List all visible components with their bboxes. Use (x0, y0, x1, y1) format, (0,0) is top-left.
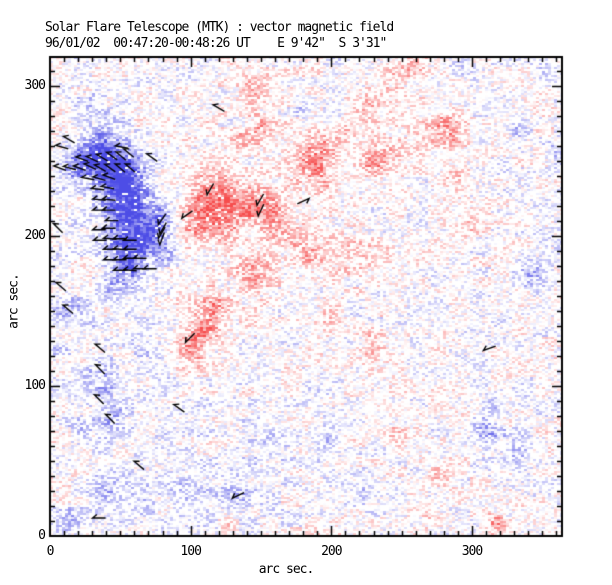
figure-subtitle: 96/01/02 00:47:20-00:48:26 UT E 9'42" S … (45, 36, 387, 51)
y-tick-label: 0 (38, 528, 46, 543)
x-tick-label: 300 (461, 544, 484, 559)
figure-title: Solar Flare Telescope (MTK) : vector mag… (45, 20, 394, 35)
y-tick-labels: 0 100 200 300 (0, 0, 46, 585)
x-tick-label: 100 (180, 544, 202, 559)
x-tick-label: 0 (46, 544, 55, 559)
y-tick-label: 200 (24, 227, 46, 243)
x-tick-label: 200 (321, 544, 343, 559)
y-tick-label: 100 (24, 377, 46, 393)
y-tick-label: 300 (24, 77, 46, 93)
x-axis-label: arc sec. (258, 562, 315, 577)
x-tick-labels: 0 100 200 300 (0, 544, 612, 560)
